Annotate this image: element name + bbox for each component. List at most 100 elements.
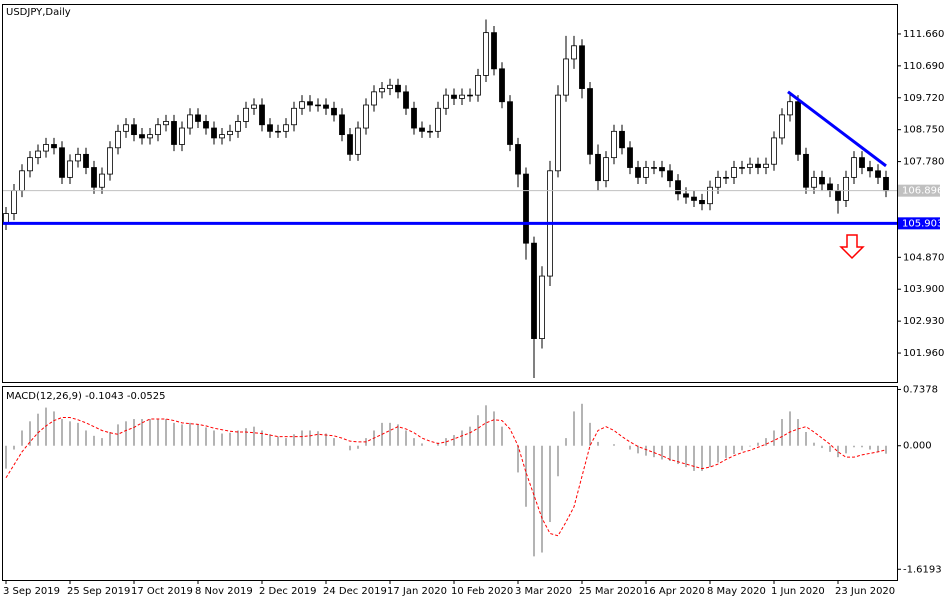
price-label-box [898, 217, 940, 230]
candle-body [315, 104, 321, 107]
candle-body [851, 157, 857, 178]
candle-body [731, 167, 737, 178]
current-price-label: 106.896 [902, 186, 943, 197]
candle-body [115, 130, 121, 149]
candle-body [123, 124, 129, 132]
candle-body [579, 45, 585, 89]
candle-body [451, 94, 457, 99]
candle-body [539, 275, 545, 339]
candle-body [531, 242, 537, 339]
candle-body [683, 193, 689, 198]
candle-body [35, 150, 41, 159]
macd-panel [2, 386, 898, 581]
candle-body [331, 107, 337, 116]
candle-body [363, 104, 369, 129]
candle-body [355, 127, 361, 155]
x-tick-label: 2 Dec 2019 [259, 586, 317, 597]
candle-body [779, 114, 785, 139]
candle-body [651, 167, 657, 169]
price-label: 105.903 [902, 218, 943, 229]
candle-body [147, 134, 153, 139]
candle-body [419, 127, 425, 132]
price-title: USDJPY,Daily [6, 7, 71, 18]
x-tick-label: 8 Nov 2019 [195, 586, 253, 597]
candle-body [195, 114, 201, 122]
candle-body [211, 127, 217, 139]
candle-body [803, 153, 809, 188]
y-tick-label: 104.870 [903, 252, 944, 263]
candle-body [11, 190, 17, 214]
candle-body [755, 163, 761, 168]
candle-body [267, 124, 273, 132]
candle-body [835, 190, 841, 201]
candle-body [883, 176, 889, 192]
candle-body [43, 144, 49, 152]
candle-body [139, 134, 145, 139]
candle-body [507, 101, 513, 145]
candle-body [795, 101, 801, 155]
candle-body [475, 74, 481, 96]
x-tick-label: 17 Jan 2020 [387, 586, 447, 597]
candle-body [739, 167, 745, 169]
down-arrow [839, 234, 865, 260]
candle-body [179, 127, 185, 145]
candle-body [523, 173, 529, 244]
candle-body [395, 84, 401, 93]
x-tick-label: 24 Dec 2019 [323, 586, 387, 597]
candle-body [235, 121, 241, 132]
candle-body [595, 153, 601, 182]
candle-body [371, 91, 377, 106]
candle-body [699, 200, 705, 205]
candle-body [659, 167, 665, 172]
x-tick-label: 16 Apr 2020 [643, 586, 705, 597]
candle-body [275, 130, 281, 133]
candle-body [427, 130, 433, 133]
macd-title: MACD(12,26,9) -0.1043 -0.0525 [6, 391, 166, 402]
candle-body [251, 104, 257, 109]
x-tick-label: 17 Oct 2019 [131, 586, 193, 597]
candle-body [627, 147, 633, 168]
candle-body [299, 101, 305, 109]
candle-body [259, 104, 265, 126]
candle-body [163, 121, 169, 126]
x-tick-label: 10 Feb 2020 [451, 586, 513, 597]
candle-body [411, 107, 417, 129]
candle-body [555, 94, 561, 172]
candle-body [763, 163, 769, 168]
candle-body [675, 180, 681, 195]
candle-body [291, 107, 297, 126]
y-tick-label: 111.660 [903, 29, 944, 40]
candle-body [75, 153, 81, 162]
candle-body [643, 167, 649, 178]
candle-body [563, 58, 569, 96]
x-tick-label: 23 Jun 2020 [835, 586, 895, 597]
candle-body [171, 121, 177, 145]
y-tick-label: 110.690 [903, 61, 944, 72]
candle-body [83, 153, 89, 168]
price-panel [2, 4, 898, 383]
candle-body [227, 130, 233, 136]
candle-body [707, 186, 713, 205]
x-tick-label: 8 May 2020 [707, 586, 766, 597]
candle-body [483, 32, 489, 76]
candle-body [19, 170, 25, 191]
candle-body [635, 167, 641, 178]
candle-body [27, 157, 33, 172]
candle-body [771, 137, 777, 165]
candle-body [571, 45, 577, 60]
candle-body [827, 183, 833, 191]
y-tick-label: -1.6193 [903, 564, 942, 575]
y-tick-label: 0.7378 [903, 384, 938, 395]
candle-body [59, 147, 65, 178]
candle-body [611, 130, 617, 159]
y-tick-label: 107.780 [903, 157, 944, 168]
candle-body [819, 176, 825, 185]
candle-body [243, 107, 249, 122]
x-tick-label: 1 Jun 2020 [771, 586, 825, 597]
candle-body [187, 114, 193, 129]
x-tick-label: 3 Sep 2019 [3, 586, 60, 597]
candle-body [323, 104, 329, 109]
candle-body [51, 144, 57, 149]
